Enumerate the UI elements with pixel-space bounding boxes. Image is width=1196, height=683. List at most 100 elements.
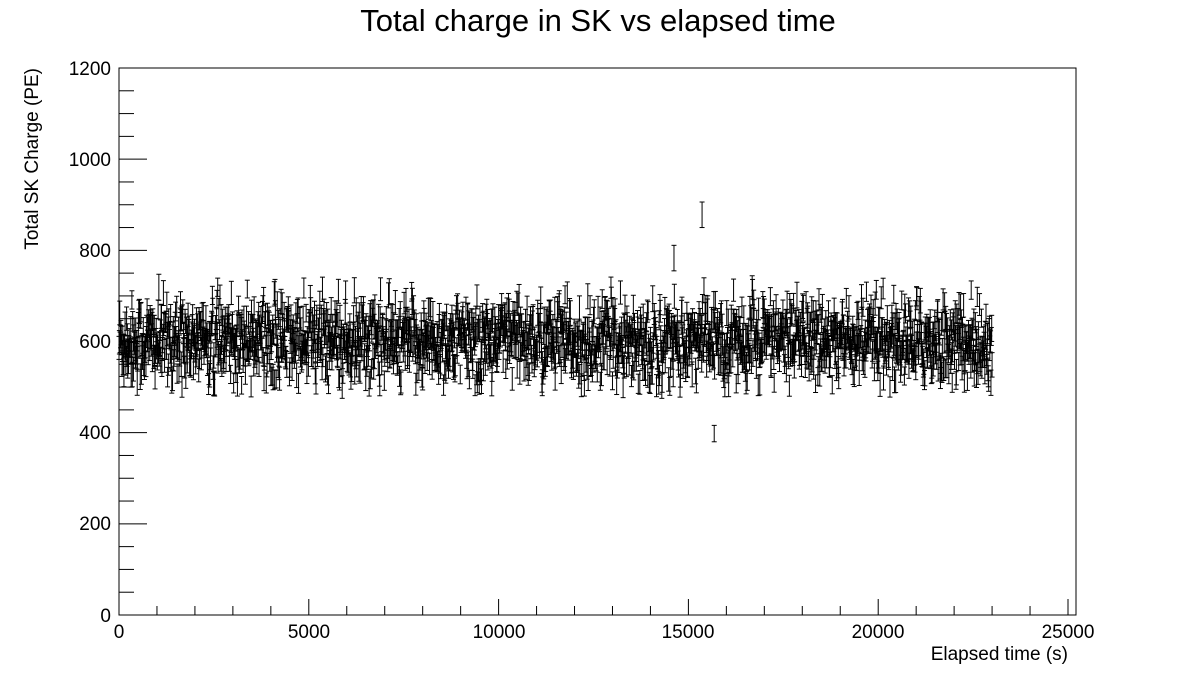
data-point xyxy=(377,374,383,397)
data-point xyxy=(558,359,564,385)
data-point xyxy=(855,300,861,320)
data-point xyxy=(271,281,277,307)
data-point xyxy=(873,279,879,300)
data-point xyxy=(893,369,899,394)
data-point xyxy=(983,303,989,323)
data-point xyxy=(581,374,587,397)
data-point xyxy=(269,366,275,386)
data-point xyxy=(816,288,822,311)
data-point xyxy=(396,307,402,330)
data-point xyxy=(657,299,663,323)
data-point xyxy=(140,317,146,337)
data-point xyxy=(514,290,520,314)
data-point xyxy=(474,284,480,310)
chart-title: Total charge in SK vs elapsed time xyxy=(360,3,836,38)
y-tick-label: 200 xyxy=(79,514,111,535)
data-layer xyxy=(116,201,995,443)
data-point xyxy=(129,361,135,388)
data-point xyxy=(620,355,626,374)
data-point xyxy=(856,359,862,387)
x-axis: 0 5000 10000 15000 20000 25000 xyxy=(114,622,1095,643)
data-point xyxy=(340,362,346,384)
data-point xyxy=(339,375,345,399)
data-point xyxy=(398,371,404,394)
data-point xyxy=(585,283,591,310)
data-point xyxy=(336,369,342,389)
data-point xyxy=(375,330,381,356)
data-point xyxy=(506,298,512,323)
data-point xyxy=(516,283,522,308)
data-point xyxy=(277,366,283,391)
x-tick-label: 10000 xyxy=(473,622,526,643)
data-point xyxy=(198,348,204,371)
data-point xyxy=(964,371,970,391)
data-point xyxy=(564,281,570,309)
data-point xyxy=(248,375,254,398)
data-point xyxy=(606,327,612,347)
y-tick-label: 600 xyxy=(79,332,111,353)
data-point xyxy=(576,295,582,322)
data-point xyxy=(392,290,398,315)
data-point xyxy=(786,374,792,397)
data-point xyxy=(493,316,499,339)
data-point xyxy=(514,358,520,379)
data-point xyxy=(244,279,250,299)
data-point xyxy=(517,360,523,385)
data-point xyxy=(935,299,941,323)
data-point xyxy=(117,300,123,326)
x-axis-title: Elapsed time (s) xyxy=(931,644,1068,665)
data-point xyxy=(515,292,521,316)
data-point xyxy=(767,287,773,307)
data-point xyxy=(274,291,280,318)
data-point xyxy=(562,348,568,374)
data-point xyxy=(427,352,433,376)
data-point xyxy=(609,371,615,391)
data-point xyxy=(441,312,447,340)
data-point xyxy=(349,355,355,383)
data-point xyxy=(196,358,202,383)
data-point xyxy=(644,299,650,323)
data-point xyxy=(604,350,610,376)
data-point xyxy=(670,360,676,388)
data-point xyxy=(538,286,544,310)
data-point xyxy=(170,369,176,392)
y-tick-label: 1200 xyxy=(69,59,111,80)
data-point xyxy=(212,370,218,397)
data-point xyxy=(413,372,419,396)
data-point xyxy=(788,298,794,325)
data-point xyxy=(612,298,618,322)
data-point xyxy=(881,365,887,391)
data-point xyxy=(259,337,265,364)
data-point xyxy=(137,363,143,390)
data-point xyxy=(940,311,946,331)
data-point xyxy=(278,288,284,315)
data-point xyxy=(591,306,596,327)
data-point xyxy=(160,280,166,307)
data-point xyxy=(259,316,265,338)
data-point xyxy=(165,366,171,388)
data-point xyxy=(631,360,637,381)
data-point xyxy=(207,363,213,388)
data-point xyxy=(656,370,662,395)
data-point xyxy=(263,372,269,394)
data-point xyxy=(968,280,974,300)
data-point xyxy=(597,371,603,391)
data-point xyxy=(509,367,515,391)
data-point xyxy=(645,301,651,321)
data-point xyxy=(671,283,677,309)
data-point xyxy=(128,363,134,388)
y-tick-label: 0 xyxy=(100,606,111,627)
data-point xyxy=(475,362,481,382)
x-tick-label: 25000 xyxy=(1042,622,1095,643)
data-point xyxy=(961,293,967,318)
data-point xyxy=(129,290,135,310)
y-tick-label: 1000 xyxy=(69,150,111,171)
data-point xyxy=(524,295,530,322)
data-point xyxy=(210,297,216,324)
data-point xyxy=(637,370,643,395)
data-point xyxy=(562,285,568,305)
data-point xyxy=(594,363,600,383)
data-point xyxy=(657,364,663,387)
data-point xyxy=(303,303,309,323)
